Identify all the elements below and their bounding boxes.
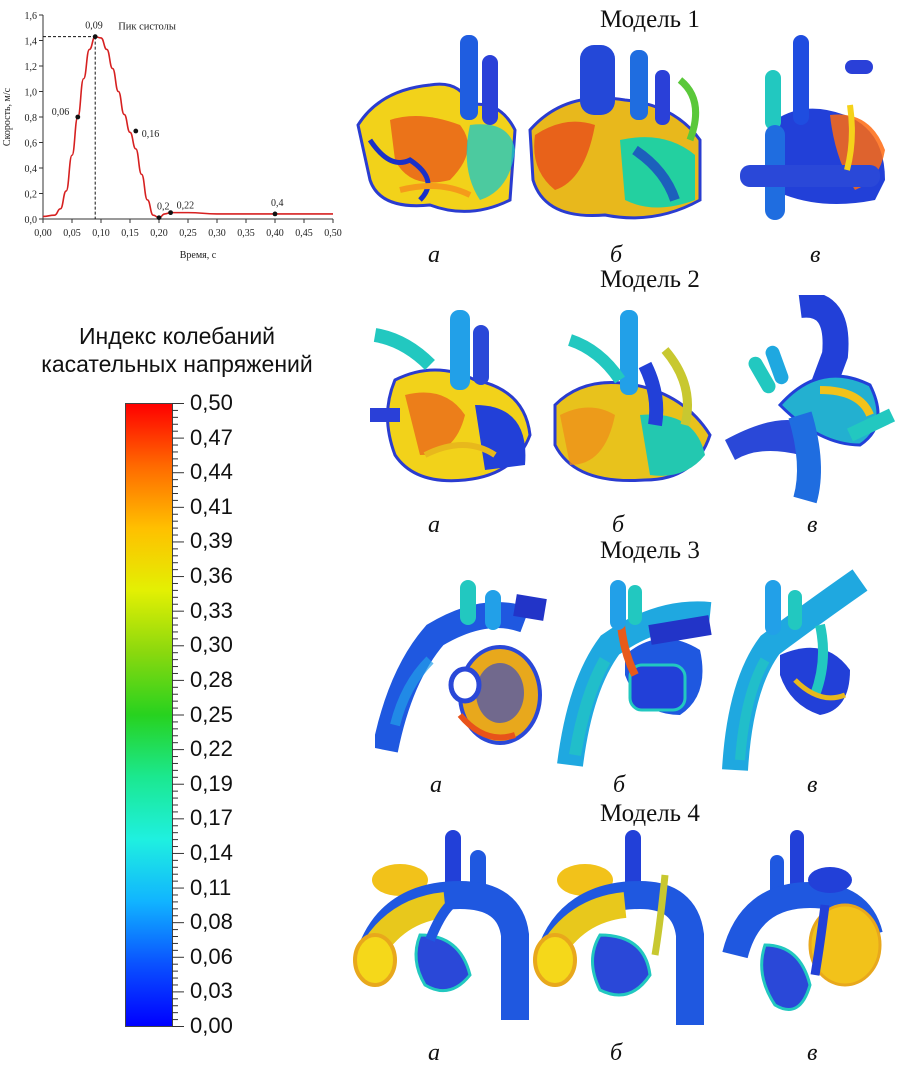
- model-3-label-b: б: [613, 772, 626, 798]
- x-tick-label: 0,10: [92, 228, 110, 239]
- colorbar-title: Индекс колебаний касательных напряжений: [12, 322, 342, 378]
- y-tick-label: 0,0: [25, 215, 38, 226]
- model-1-label-b: б: [610, 242, 623, 268]
- x-axis-label: Время, с: [180, 250, 217, 261]
- velocity-chart: 0,00 0,05 0,10 0,15 0,20 0,25 0,30 0,35 0,40 0,45…: [2, 11, 342, 261]
- model-3-title: Модель 3: [600, 537, 700, 564]
- colorbar-label: 0,06: [190, 943, 233, 969]
- velocity-curve: [42, 35, 333, 219]
- colorbar-label: 0,28: [190, 666, 233, 692]
- model-3-label-a: а: [430, 772, 442, 798]
- model-4-title: Модель 4: [600, 800, 700, 827]
- marked-point-label: 0,2: [157, 202, 170, 213]
- model-4-label-b: б: [610, 1040, 623, 1066]
- model-3-view-v: [722, 569, 868, 771]
- x-tick-label: 0,30: [208, 228, 226, 239]
- peak-annotation: Пик систолы: [118, 22, 176, 33]
- x-tick-label: 0,20: [150, 228, 168, 239]
- colorbar-label: 0,08: [190, 909, 233, 935]
- model-2-view-b: [553, 310, 712, 483]
- marked-point: [133, 128, 139, 134]
- y-tick-label: 0,4: [25, 164, 38, 175]
- model-4-view-v: [722, 830, 883, 1011]
- y-tick-label: 1,6: [25, 11, 38, 22]
- x-tick-label: 0,50: [324, 228, 342, 239]
- model-2-label-v: в: [807, 512, 818, 538]
- model-4-label-v: в: [807, 1040, 818, 1066]
- model-1-view-v: [740, 35, 885, 220]
- model-3-view-a: [375, 580, 547, 753]
- colorbar-label: 0,41: [190, 493, 233, 519]
- colorbar-label: 0,25: [190, 701, 233, 727]
- y-tick-label: 1,2: [25, 62, 38, 73]
- model-1-view-a: [356, 35, 517, 213]
- colorbar-label: 0,17: [190, 805, 233, 831]
- x-tick-label: 0,15: [121, 228, 139, 239]
- colorbar-label: 0,36: [190, 563, 233, 589]
- marked-point-label: 0,4: [271, 198, 284, 209]
- colorbar-label: 0,19: [190, 770, 233, 796]
- colorbar-title-line2: касательных напряжений: [41, 351, 313, 377]
- colorbar-label: 0,33: [190, 597, 233, 623]
- colorbar-label: 0,11: [190, 874, 232, 900]
- x-tick-label: 0,40: [266, 228, 284, 239]
- colorbar-label: 0,22: [190, 736, 233, 762]
- marked-point-label: 0,16: [142, 129, 160, 140]
- x-tick-label: 0,00: [34, 228, 52, 239]
- model-1-label-v: в: [810, 242, 821, 268]
- model-1-title: Модель 1: [600, 6, 700, 33]
- y-tick-label: 0,6: [25, 139, 38, 150]
- y-tick-label: 0,8: [25, 113, 38, 124]
- y-tick-label: 0,2: [25, 190, 38, 201]
- model-4-view-b: [533, 830, 704, 1025]
- model-3-label-v: в: [807, 772, 818, 798]
- colorbar-label: 0,50: [190, 390, 233, 415]
- colorbar-title-line1: Индекс колебаний: [78, 323, 276, 349]
- colorbar-ticks: [172, 403, 184, 1027]
- y-tick-label: 1,0: [25, 88, 38, 99]
- marked-point: [272, 211, 278, 217]
- marked-point: [168, 210, 174, 216]
- colorbar-label: 0,30: [190, 632, 233, 658]
- x-tick-label: 0,25: [179, 228, 197, 239]
- model-2-view-v: [725, 295, 895, 504]
- x-tick-label: 0,35: [237, 228, 255, 239]
- marked-point: [156, 215, 162, 221]
- model-2-label-b: б: [612, 512, 625, 538]
- marked-point-label: 0,09: [85, 21, 103, 32]
- colorbar-label: 0,44: [190, 459, 233, 485]
- model-2-view-a: [370, 310, 532, 483]
- colorbar-label: 0,14: [190, 839, 233, 865]
- model-1-view-b: [528, 45, 702, 220]
- model-1-label-a: а: [428, 242, 440, 268]
- y-tick-label: 1,4: [25, 37, 38, 48]
- marked-point-label: 0,22: [177, 201, 195, 212]
- colorbar-label: 0,39: [190, 528, 233, 554]
- colorbar-labels: 0,50 0,47 0,44 0,41 0,39 0,36 0,33 0,30 0,28 0,25…: [190, 392, 280, 1037]
- colorbar-gradient: [125, 403, 173, 1027]
- y-axis-label: Скорость, м/с: [2, 87, 13, 146]
- model-2-title: Модель 2: [600, 266, 700, 293]
- model-2-label-a: а: [428, 512, 440, 538]
- colorbar-label: 0,03: [190, 978, 233, 1004]
- model-4-view-a: [353, 830, 529, 1020]
- marked-point: [75, 114, 81, 120]
- marked-point-label: 0,06: [52, 107, 70, 118]
- colorbar-label: 0,47: [190, 424, 233, 450]
- colorbar-label: 0,00: [190, 1013, 233, 1038]
- model-4-label-a: а: [428, 1040, 440, 1066]
- marked-point: [92, 34, 98, 40]
- x-tick-label: 0,05: [63, 228, 81, 239]
- model-3-view-b: [557, 580, 712, 767]
- x-tick-label: 0,45: [295, 228, 313, 239]
